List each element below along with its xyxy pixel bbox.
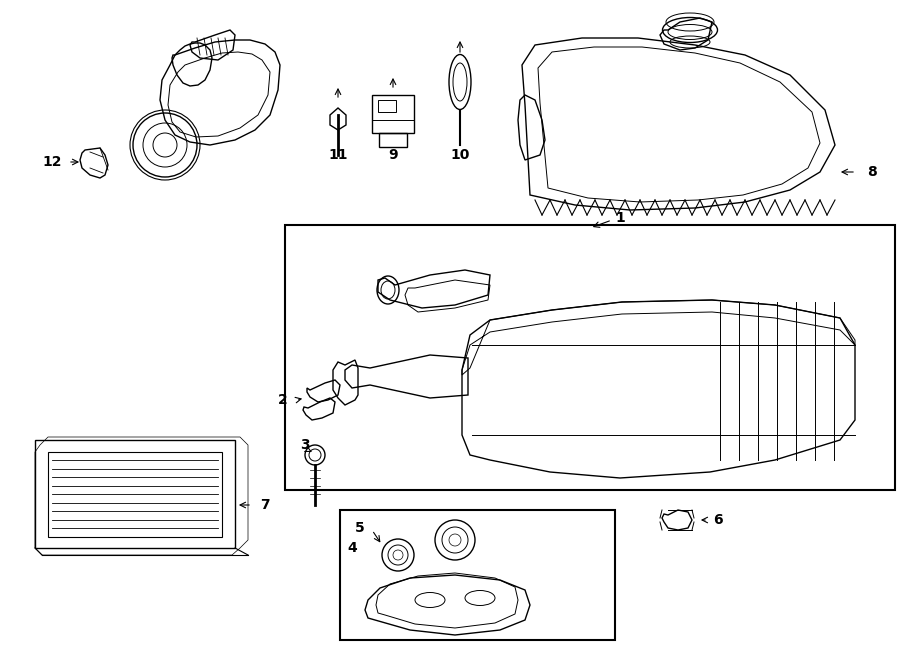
- Text: 4: 4: [347, 541, 357, 555]
- Bar: [378, 100, 396, 112]
- Text: 7: 7: [260, 498, 270, 512]
- Bar: [285, 225, 895, 490]
- Text: 8: 8: [867, 165, 877, 179]
- Text: 10: 10: [450, 148, 470, 162]
- Bar: [379, 133, 407, 147]
- Text: 5: 5: [356, 521, 364, 535]
- Bar: [372, 95, 414, 133]
- Text: 2: 2: [278, 393, 288, 407]
- Bar: [48, 452, 222, 537]
- Text: 6: 6: [713, 513, 723, 527]
- Bar: [35, 440, 235, 548]
- Bar: [340, 510, 615, 640]
- Text: 9: 9: [388, 148, 398, 162]
- Text: 1: 1: [615, 211, 625, 225]
- Text: 11: 11: [328, 148, 347, 162]
- Text: 12: 12: [42, 155, 62, 169]
- Text: 3: 3: [301, 438, 310, 452]
